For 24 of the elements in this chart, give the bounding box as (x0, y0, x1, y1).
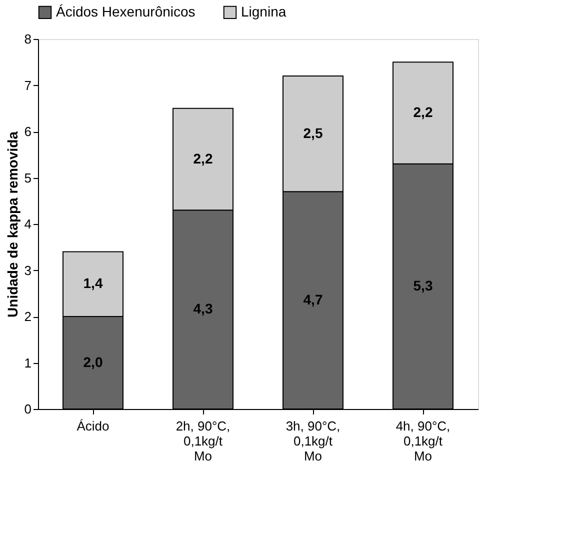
y-tick-label: 2 (24, 309, 32, 324)
y-tick-label: 6 (24, 124, 32, 139)
x-tick-label: Ácido (76, 418, 110, 434)
x-tick-label: 4h, 90°C, 0,1kg/t Mo (396, 418, 450, 464)
y-tick-label: 5 (24, 170, 32, 186)
data-label: 2,2 (193, 150, 213, 166)
legend-label: Lignina (241, 3, 286, 20)
y-tick-label: 3 (24, 262, 32, 278)
data-label: 2,5 (303, 124, 323, 141)
x-tick-label: 2h, 90°C, 0,1kg/t Mo (176, 418, 230, 464)
y-axis-title: Unidade de kappa removida (4, 131, 20, 318)
data-label: 2,0 (83, 354, 103, 370)
data-label: 1,4 (83, 275, 103, 292)
x-tick-label: 3h, 90°C, 0,1kg/t Mo (286, 418, 340, 464)
y-tick-label: 1 (24, 355, 32, 370)
data-label: 5,3 (413, 277, 433, 294)
y-tick-label: 7 (24, 78, 32, 93)
data-label: 2,2 (413, 104, 433, 120)
y-tick-label: 0 (24, 402, 32, 416)
data-label: 4,3 (193, 300, 213, 317)
y-tick-label: 4 (24, 216, 32, 232)
data-label: 4,7 (303, 291, 323, 308)
y-tick-label: 8 (24, 32, 32, 46)
legend-label: Ácidos Hexenurônicos (56, 3, 196, 20)
